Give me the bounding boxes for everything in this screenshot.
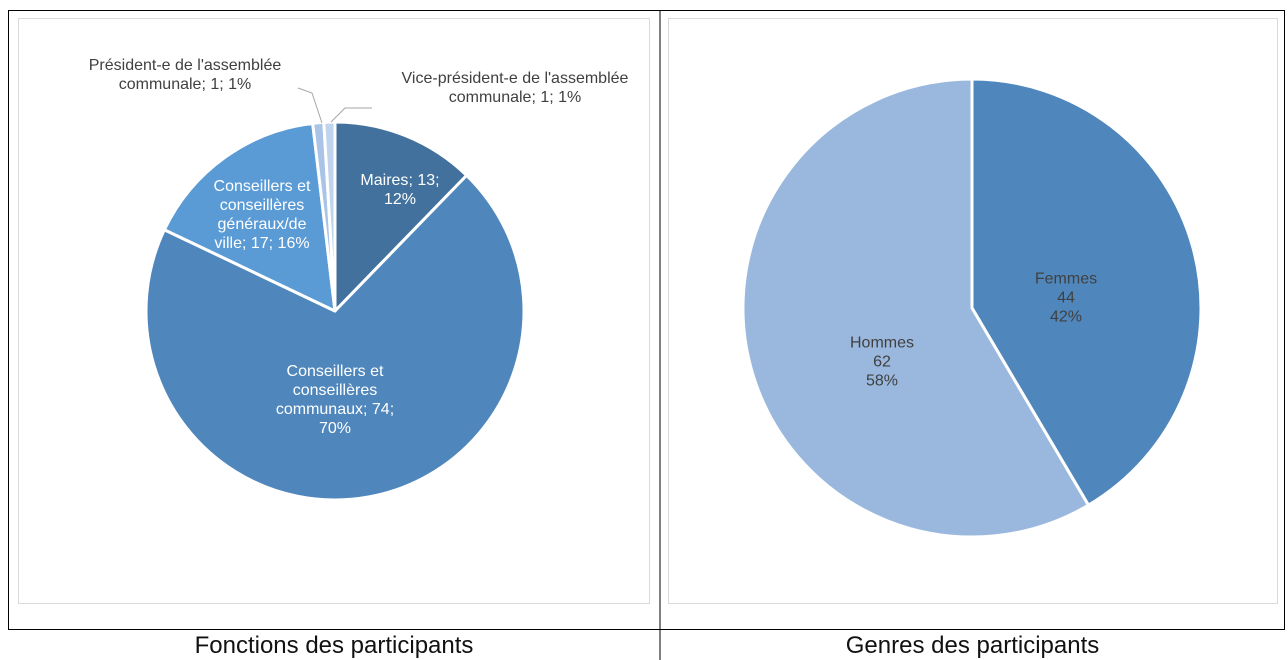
label-separator: ; [219,76,229,93]
leader-line [330,107,372,123]
chart-frame [18,18,650,604]
label-percent: 16% [277,235,310,252]
label-separator: ; [241,235,251,252]
pie-slice [333,120,469,313]
label-percent: 42% [1049,308,1083,326]
label-category: Vice-président-e de l'assemblée communal… [401,70,629,106]
label-separator: ; [389,401,395,418]
data-label: Hommes 62 58% [822,334,942,391]
data-label: Conseillers et conseillères généraux/de … [202,177,322,253]
data-label: Président-e de l'assemblée communale; 1;… [55,56,315,94]
label-separator: ; [435,172,440,189]
chart-title: Fonctions des participants [194,632,474,659]
label-percent: 1% [558,89,582,106]
label-value: 74 [371,401,390,418]
label-value: 62 [873,353,891,371]
chart-frame [668,18,1278,604]
label-value: 44 [1057,289,1075,307]
label-percent: 70% [318,420,352,437]
chart-title: Genres des participants [845,632,1100,659]
label-separator: ; [201,76,211,93]
label-value: 13 [417,172,436,189]
label-category: Président-e de l'assemblée communale [88,57,282,93]
label-separator: ; [363,401,372,418]
label-percent: 58% [865,372,899,390]
label-value: 1 [210,76,220,93]
table-border [8,10,1285,630]
label-category: Femmes [1034,270,1098,288]
label-separator: ; [531,89,541,106]
label-value: 1 [540,89,550,106]
label-category: Conseillers et conseillères communaux [275,363,384,418]
pie-slice [970,77,1203,507]
label-separator: ; [408,172,418,189]
pie-slice [741,77,1090,539]
leader-line [297,87,323,124]
label-category: Maires [360,172,409,189]
data-label: Vice-président-e de l'assemblée communal… [380,69,650,107]
pie-slice [144,173,526,502]
label-category: Conseillers et conseillères généraux/de … [213,178,311,252]
pie-slice [162,121,337,313]
label-category: Hommes [849,334,914,352]
pie-slice [322,120,337,313]
label-percent: 1% [228,76,252,93]
data-label: Femmes 44 42% [1006,270,1126,327]
label-separator: ; [549,89,559,106]
data-label: Maires; 13; 12% [345,171,455,209]
label-value: 17 [250,235,269,252]
label-separator: ; [268,235,278,252]
data-label: Conseillers et conseillères communaux; 7… [260,362,410,438]
label-percent: 12% [383,191,417,208]
